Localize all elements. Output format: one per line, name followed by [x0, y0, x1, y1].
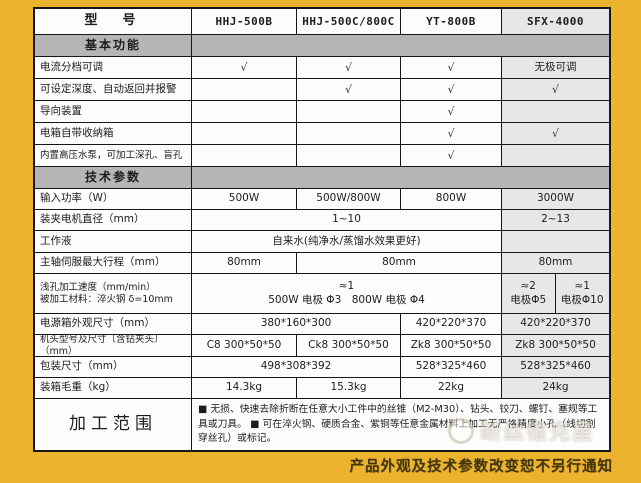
spec-cell: 24kg — [502, 378, 609, 399]
footer-notice: 产品外观及技术参数改变恕不另行通知 — [349, 459, 613, 475]
section-band: 技术参数 — [35, 167, 192, 189]
row-label: 内置高压水泵，可加工深孔、盲孔 — [35, 145, 192, 167]
spec-cell — [297, 145, 401, 167]
table-row: 电源箱外观尺寸（mm） 380*160*300 420*220*370 420*220… — [35, 314, 609, 335]
spec-cell: √ — [192, 57, 297, 79]
spec-cell — [502, 145, 609, 167]
spec-cell: √ — [401, 145, 502, 167]
row-label: 包装尺寸（mm） — [35, 357, 192, 378]
spec-cell: Zk8 300*50*50 — [401, 335, 502, 357]
spec-cell: √ — [502, 79, 609, 101]
table-row: 包装尺寸（mm） 498*308*392 528*325*460 528*325*46… — [35, 357, 609, 378]
spec-cell: ≈1 电极Φ10 — [555, 274, 609, 314]
spec-cell — [502, 231, 609, 253]
table-row: 装箱毛重（kg） 14.3kg 15.3kg 22kg 24kg — [35, 378, 609, 399]
row-label: 导向装置 — [35, 101, 192, 123]
table-row: 技术参数 — [35, 167, 609, 189]
spec-cell: 500W — [192, 189, 297, 210]
spec-cell: HHJ-500C/800C — [297, 9, 401, 35]
spec-cell — [192, 123, 297, 145]
spec-cell: √ — [297, 57, 401, 79]
spec-cell: 800W — [401, 189, 502, 210]
table-row: 内置高压水泵，可加工深孔、盲孔 √ — [35, 145, 609, 167]
spec-cell: 528*325*460 — [401, 357, 502, 378]
spec-cell: 80mm — [502, 253, 609, 274]
table-row: 机头型号及尺寸〔含钻夹头〕（mm） C8 300*50*50 Ck8 300*50*… — [35, 335, 609, 357]
spec-cell: ≈1 500W 电极 Φ3 800W 电极 Φ4 — [192, 274, 502, 314]
spec-cell: Ck8 300*50*50 — [297, 335, 401, 357]
row-label: 加工范围 — [35, 399, 192, 450]
spec-cell: 80mm — [297, 253, 502, 274]
section-band — [192, 167, 609, 189]
spec-cell: 380*160*300 — [192, 314, 401, 335]
spec-cell: 自来水(纯净水/蒸馏水效果更好) — [192, 231, 502, 253]
row-label: 电流分档可调 — [35, 57, 192, 79]
spec-cell: 420*220*370 — [502, 314, 609, 335]
spec-cell: 2~13 — [502, 210, 609, 231]
spec-cell: √ — [297, 79, 401, 101]
table-row: 基本功能 — [35, 35, 609, 57]
spec-cell: 15.3kg — [297, 378, 401, 399]
spec-cell — [192, 101, 297, 123]
spec-cell: Zk8 300*50*50 — [502, 335, 609, 357]
spec-cell: 14.3kg — [192, 378, 297, 399]
spec-cell: 500W/800W — [297, 189, 401, 210]
spec-cell: √ — [401, 101, 502, 123]
table-row: 电流分档可调 √ √ √ 无极可调 — [35, 57, 609, 79]
spec-cell: HHJ-500B — [192, 9, 297, 35]
table-row: 型 号 HHJ-500B HHJ-500C/800C YT-800B SFX-4000 — [35, 9, 609, 35]
row-label: 可设定深度、自动返回并报警 — [35, 79, 192, 101]
spec-cell: SFX-4000 — [502, 9, 609, 35]
table-row: 输入功率（W） 500W 500W/800W 800W 3000W — [35, 189, 609, 210]
row-label: 型 号 — [35, 9, 192, 35]
row-label: 输入功率（W） — [35, 189, 192, 210]
spec-table: 型 号 HHJ-500B HHJ-500C/800C YT-800B SFX-4000 基… — [33, 7, 611, 452]
spec-cell: YT-800B — [401, 9, 502, 35]
row-label: 主轴伺服最大行程（mm） — [35, 253, 192, 274]
spec-cell: √ — [502, 123, 609, 145]
row-label: 电源箱外观尺寸（mm） — [35, 314, 192, 335]
table-row: 导向装置 √ — [35, 101, 609, 123]
spec-cell: 528*325*460 — [502, 357, 609, 378]
spec-cell: 80mm — [192, 253, 297, 274]
row-label: 装夹电机直径（mm） — [35, 210, 192, 231]
spec-cell — [297, 101, 401, 123]
spec-cell: √ — [401, 57, 502, 79]
table-row: 浅孔加工速度（mm/min） 被加工材料：淬火钢 δ=10mm ≈1 500W 电… — [35, 274, 609, 314]
row-label: 浅孔加工速度（mm/min） 被加工材料：淬火钢 δ=10mm — [35, 274, 192, 314]
section-band: 基本功能 — [35, 35, 192, 57]
spec-cell: 22kg — [401, 378, 502, 399]
table-row: 装夹电机直径（mm） 1~10 2~13 — [35, 210, 609, 231]
spec-cell — [297, 123, 401, 145]
spec-cell: ≈2 电极Φ5 — [502, 274, 556, 314]
spec-cell: C8 300*50*50 — [192, 335, 297, 357]
spec-cell — [192, 79, 297, 101]
spec-cell: √ — [401, 79, 502, 101]
section-band — [192, 35, 609, 57]
spec-cell — [192, 145, 297, 167]
table-row: 加工范围 ■ 无损、快速去除折断在任意大小工件中的丝锥（M2-M30）、钻头、铰刀… — [35, 399, 609, 450]
spec-cell: 1~10 — [192, 210, 502, 231]
spec-cell: 498*308*392 — [192, 357, 401, 378]
row-label: 电箱自带收纳箱 — [35, 123, 192, 145]
table-row: 电箱自带收纳箱 √ √ — [35, 123, 609, 145]
spec-cell — [502, 101, 609, 123]
table-row: 主轴伺服最大行程（mm） 80mm 80mm 80mm — [35, 253, 609, 274]
row-label: 机头型号及尺寸〔含钻夹头〕（mm） — [35, 335, 192, 357]
spec-cell: ■ 无损、快速去除折断在任意大小工件中的丝锥（M2-M30）、钻头、铰刀、螺钉、… — [198, 404, 598, 445]
spec-cell: 无极可调 — [502, 57, 609, 79]
row-label: 装箱毛重（kg） — [35, 378, 192, 399]
table-row: 可设定深度、自动返回并报警 √ √ √ — [35, 79, 609, 101]
table-row: 工作液 自来水(纯净水/蒸馏水效果更好) — [35, 231, 609, 253]
spec-cell: √ — [401, 123, 502, 145]
spec-cell: 420*220*370 — [401, 314, 502, 335]
spec-cell: 3000W — [502, 189, 609, 210]
row-label: 工作液 — [35, 231, 192, 253]
